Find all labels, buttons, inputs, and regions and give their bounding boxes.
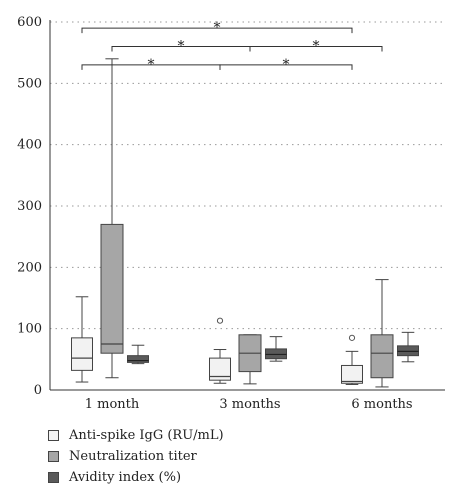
legend-item: Avidity index (%) — [48, 467, 224, 488]
box-iqr — [100, 223, 124, 354]
significance-bracket: * — [249, 39, 383, 55]
outlier-point — [348, 334, 356, 341]
y-tick-label: 600 — [17, 15, 42, 30]
box-2-2 — [397, 331, 419, 363]
significance-marker: * — [214, 20, 221, 36]
y-tick-label: 200 — [17, 260, 42, 275]
bracket-line — [249, 46, 383, 52]
legend-item: Anti-spike IgG (RU/mL) — [48, 425, 224, 446]
legend-swatch-igg — [48, 430, 59, 441]
y-tick-label: 400 — [17, 138, 42, 153]
legend-label: Neutralization titer — [69, 449, 197, 464]
box-iqr — [341, 364, 363, 384]
box-iqr — [397, 345, 419, 357]
x-tick-label: 6 months — [351, 397, 412, 412]
box-1-2 — [370, 279, 394, 388]
significance-marker: * — [313, 39, 320, 55]
box-iqr — [209, 357, 231, 381]
axes: 0 100 200 300 400 500 600 1 month 3 months 6 mont… — [17, 15, 445, 412]
box-2-0 — [127, 344, 149, 365]
y-tick-label: 300 — [17, 199, 42, 214]
significance-marker: * — [283, 57, 290, 73]
significance-bracket: * — [111, 39, 251, 55]
significance-bracket: * — [81, 20, 353, 36]
legend-swatch-avidity — [48, 472, 59, 483]
legend-item: Neutralization titer — [48, 446, 224, 467]
y-tick-label: 500 — [17, 76, 42, 91]
boxplot-chart: 0 100 200 300 400 500 600 1 month 3 months 6 mont… — [17, 15, 445, 412]
y-tick-label: 100 — [17, 322, 42, 337]
box-0-2 — [341, 334, 363, 385]
legend-swatch-neutralization — [48, 451, 59, 462]
significance-marker: * — [148, 57, 155, 73]
box-0-1 — [209, 317, 231, 384]
legend-label: Avidity index (%) — [69, 470, 182, 485]
box-iqr — [265, 348, 287, 360]
box-iqr — [127, 355, 149, 363]
bracket-line — [219, 64, 353, 70]
y-tick-label: 0 — [34, 383, 42, 398]
box-1-0 — [100, 58, 124, 379]
significance-bracket: * — [81, 57, 221, 73]
x-tick-label: 1 month — [85, 397, 140, 412]
boxes — [71, 58, 419, 388]
box-1-1 — [238, 334, 262, 385]
outlier-point — [216, 317, 224, 324]
significance-brackets: * * * * * — [81, 20, 383, 73]
significance-bracket: * — [219, 57, 353, 73]
x-tick-label: 3 months — [219, 397, 280, 412]
box-iqr — [370, 334, 394, 379]
box-0-0 — [71, 296, 93, 383]
significance-marker: * — [178, 39, 185, 55]
bracket-line — [81, 27, 353, 34]
box-iqr — [71, 337, 93, 371]
legend-label: Anti-spike IgG (RU/mL) — [69, 428, 224, 443]
box-2-1 — [265, 336, 287, 362]
legend: Anti-spike IgG (RU/mL) Neutralization ti… — [48, 425, 224, 488]
